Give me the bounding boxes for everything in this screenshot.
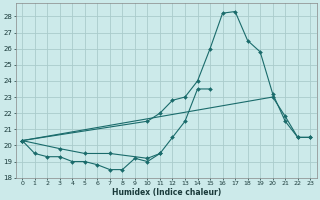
X-axis label: Humidex (Indice chaleur): Humidex (Indice chaleur) — [112, 188, 221, 197]
